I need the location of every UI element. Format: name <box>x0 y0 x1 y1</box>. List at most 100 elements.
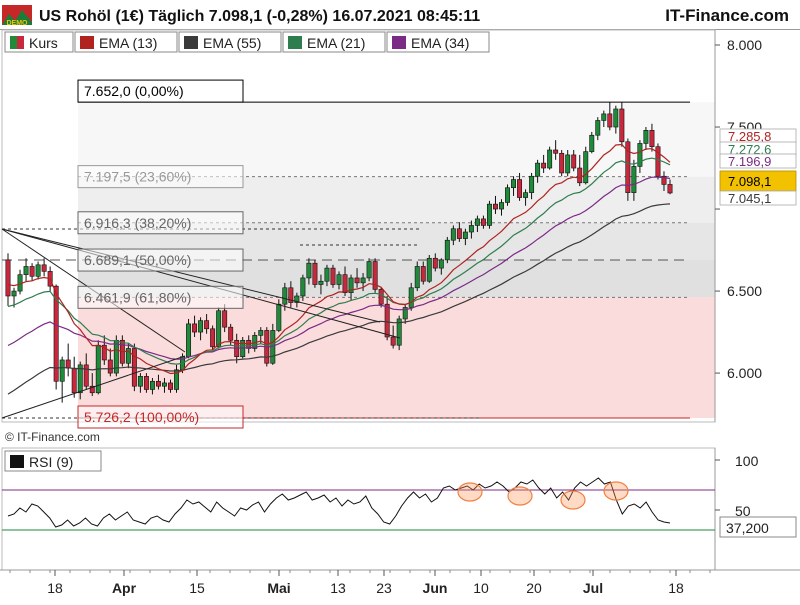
rsi-axis-bg <box>715 448 800 570</box>
fib-label-box <box>77 248 244 272</box>
legend-label: EMA (34) <box>411 35 469 51</box>
candle <box>155 380 161 387</box>
price-label: 7.196,9 <box>728 154 771 169</box>
candle <box>625 141 631 193</box>
watermark: © IT-Finance.com <box>5 430 100 444</box>
legend: Kurs EMA (13) EMA (55) EMA (21) EMA (34) <box>4 31 490 53</box>
candle <box>222 310 228 328</box>
candle <box>23 266 29 275</box>
candle <box>456 228 462 239</box>
legend-swatch <box>184 36 198 49</box>
demo-logo: DEMO <box>2 5 32 27</box>
price-label-box <box>719 153 797 169</box>
candle <box>571 154 577 169</box>
candle <box>619 108 625 143</box>
candle <box>565 154 571 174</box>
legend-swatch <box>288 36 302 49</box>
ema-line <box>7 203 671 395</box>
candle <box>366 261 372 279</box>
candle <box>204 320 210 330</box>
fib-label: 6.916,3 (38,20%) <box>84 215 191 231</box>
candle <box>336 274 342 285</box>
legend-label: EMA (55) <box>203 35 261 51</box>
candle <box>384 303 390 338</box>
price-tick-label: 8.000 <box>727 37 762 53</box>
header-bar: DEMO US Rohöl (1€) Täglich 7.098,1 (-0,2… <box>2 5 789 27</box>
rsi-highlight <box>507 486 533 506</box>
rsi-last-box <box>719 516 797 538</box>
candle <box>210 328 216 348</box>
legend-item <box>386 31 490 53</box>
price-label: 7.098,1 <box>728 174 771 189</box>
candle <box>294 295 300 303</box>
legend-swatch <box>17 36 24 49</box>
candle <box>107 359 113 374</box>
candle <box>35 264 41 277</box>
candle <box>59 359 65 382</box>
candle <box>360 277 366 284</box>
candle <box>83 364 89 387</box>
candle <box>5 259 11 297</box>
candle <box>535 162 541 177</box>
rsi-tick-label: 100 <box>735 453 759 469</box>
trend-line <box>1 228 401 339</box>
price-tick-label: 6.500 <box>727 283 762 299</box>
candle <box>462 231 468 239</box>
candle <box>529 175 535 193</box>
candle <box>583 151 589 184</box>
legend-item <box>178 31 282 53</box>
fibonacci-labels: 7.652,0 (0,00%) 7.197,5 (23,60%) 6.916,3 (… <box>77 79 244 429</box>
rsi-last-value: 37,200 <box>726 520 769 536</box>
candle <box>517 179 523 198</box>
rsi-highlight <box>560 490 586 510</box>
candle <box>41 264 47 272</box>
candle <box>89 385 95 394</box>
candle <box>553 149 559 154</box>
candle <box>396 318 402 346</box>
rsi-highlight <box>457 482 483 502</box>
fib-label-box <box>77 405 244 429</box>
chart-title: US Rohöl (1€) Täglich 7.098,1 (-0,28%) 1… <box>39 8 480 25</box>
candle <box>65 359 71 369</box>
candle <box>655 146 661 177</box>
candle <box>258 330 264 336</box>
candle <box>312 262 318 285</box>
time-tick-label: 13 <box>330 580 346 596</box>
candle <box>408 287 414 308</box>
legend-label: Kurs <box>29 35 58 51</box>
candle <box>667 184 673 194</box>
candle <box>511 179 516 189</box>
fib-label: 6.461,9 (61,80%) <box>84 289 191 305</box>
candle <box>186 323 192 357</box>
candle <box>354 277 360 284</box>
time-tick-label: Jun <box>423 580 448 596</box>
candle <box>143 376 149 390</box>
candle <box>637 143 643 167</box>
candle <box>631 166 637 193</box>
price-label: 7.045,1 <box>728 191 771 206</box>
candle <box>149 380 155 390</box>
candle <box>444 239 450 261</box>
candle <box>282 287 288 305</box>
legend-swatch <box>392 36 406 49</box>
candle <box>480 218 486 226</box>
ema-line <box>7 143 671 375</box>
candle <box>541 162 547 169</box>
candle <box>643 130 649 144</box>
legend-item <box>282 31 386 53</box>
legend-label: EMA (21) <box>307 35 365 51</box>
candle <box>318 280 324 285</box>
fib-label-box <box>77 285 244 309</box>
candle <box>174 369 179 390</box>
candle <box>414 266 420 289</box>
candle <box>432 257 438 269</box>
rsi-highlight <box>603 481 629 501</box>
rsi-legend-swatch <box>10 455 24 468</box>
time-tick-label: Jul <box>583 580 603 596</box>
candle <box>77 364 83 394</box>
candle <box>324 267 330 282</box>
time-tick-label: 15 <box>189 580 205 596</box>
candle <box>348 277 354 294</box>
fib-label: 6.689,1 (50,00%) <box>84 252 191 268</box>
rsi-legend <box>4 450 102 472</box>
